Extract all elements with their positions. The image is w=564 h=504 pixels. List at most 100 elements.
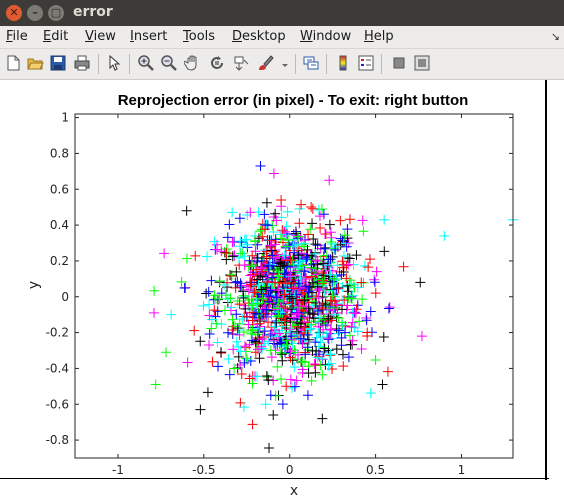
data-point: [227, 325, 238, 336]
data-point: [299, 322, 310, 333]
data-point: [325, 227, 336, 238]
data-cursor-icon[interactable]: [232, 54, 250, 72]
close-window-button[interactable]: ✕: [6, 5, 22, 21]
data-point: [195, 336, 206, 347]
data-point: [315, 222, 326, 233]
menu-insert[interactable]: Insert: [130, 29, 168, 44]
data-point: [243, 295, 254, 306]
data-point: [310, 248, 321, 259]
link-icon[interactable]: [302, 54, 320, 72]
data-point: [256, 284, 267, 295]
scatter-plot[interactable]: Reprojection error (in pixel) - To exit:…: [0, 80, 564, 500]
data-point: [351, 250, 362, 261]
data-point: [213, 361, 224, 372]
legend-icon[interactable]: [357, 54, 375, 72]
save-icon[interactable]: [49, 54, 67, 72]
y-tick-label: 0.6: [50, 182, 69, 196]
data-point: [323, 334, 334, 345]
data-point: [257, 293, 268, 304]
data-point: [198, 300, 209, 311]
data-point: [308, 313, 319, 324]
open-file-icon[interactable]: [26, 54, 44, 72]
menu-file[interactable]: File: [6, 29, 28, 44]
data-point: [254, 353, 265, 364]
menu-desktop[interactable]: Desktop: [232, 29, 286, 44]
y-tick-label: 0.4: [50, 218, 69, 232]
data-point: [261, 219, 272, 230]
zoom-in-icon[interactable]: [137, 54, 155, 72]
x-tick-label: 1: [458, 463, 466, 477]
data-point: [307, 277, 318, 288]
dock-arrow-icon[interactable]: ↘: [550, 30, 560, 43]
x-tick-label: -0.5: [192, 463, 215, 477]
toolbar-separator: [326, 54, 327, 74]
data-point: [294, 334, 305, 345]
data-point: [263, 317, 274, 328]
data-point: [270, 234, 281, 245]
rotate-icon[interactable]: [208, 54, 226, 72]
y-tick-label: 1: [61, 111, 69, 125]
data-point: [318, 342, 329, 353]
minimize-window-button[interactable]: –: [27, 5, 43, 21]
data-point: [317, 413, 328, 424]
data-point: [291, 308, 302, 319]
menu-tools[interactable]: Tools: [183, 29, 216, 44]
zoom-out-icon[interactable]: [160, 54, 178, 72]
data-point: [354, 316, 365, 327]
data-point: [288, 283, 299, 294]
data-point: [276, 337, 287, 348]
data-point: [189, 325, 200, 336]
data-point: [317, 204, 328, 215]
menu-view[interactable]: View: [85, 29, 116, 44]
data-point: [263, 290, 274, 301]
data-point: [252, 344, 263, 355]
data-point: [363, 262, 374, 273]
data-point: [288, 234, 299, 245]
plot-title: Reprojection error (in pixel) - To exit:…: [118, 92, 469, 109]
colorbar-icon[interactable]: [334, 54, 352, 72]
pan-icon[interactable]: [184, 54, 202, 72]
data-point: [215, 347, 226, 358]
data-point: [260, 399, 271, 410]
maximize-window-button[interactable]: ▢: [48, 5, 64, 21]
hide-tools-icon[interactable]: [390, 54, 408, 72]
data-point: [273, 285, 284, 296]
data-point: [272, 361, 283, 372]
toolbar-separator: [98, 54, 99, 74]
menu-edit[interactable]: Edit: [43, 29, 69, 44]
data-point: [439, 230, 450, 241]
data-point: [383, 303, 394, 314]
data-point: [262, 220, 273, 231]
data-point: [302, 390, 313, 401]
figure-canvas[interactable]: Reprojection error (in pixel) - To exit:…: [0, 80, 564, 500]
data-point: [284, 291, 295, 302]
data-point: [291, 375, 302, 386]
new-figure-icon[interactable]: [4, 54, 22, 72]
brush-icon[interactable]: [256, 54, 274, 72]
print-icon[interactable]: [73, 54, 91, 72]
show-tools-icon[interactable]: [413, 54, 431, 72]
data-point: [356, 343, 367, 354]
window-titlebar: ✕ – ▢ error: [0, 0, 564, 26]
data-point: [318, 270, 329, 281]
data-point: [227, 207, 238, 218]
data-point: [204, 340, 215, 351]
data-point: [251, 264, 262, 275]
data-point: [242, 311, 253, 322]
brush-dropdown-icon[interactable]: [276, 54, 288, 72]
data-point: [276, 301, 287, 312]
pointer-icon[interactable]: [105, 54, 123, 72]
menu-window[interactable]: Window: [300, 29, 352, 44]
data-point: [245, 279, 256, 290]
data-point: [339, 230, 350, 241]
data-point: [327, 251, 338, 262]
data-point: [316, 353, 327, 364]
data-point: [259, 209, 270, 220]
data-point: [341, 241, 352, 252]
data-point: [398, 261, 409, 272]
menu-help[interactable]: Help: [364, 29, 394, 44]
data-point: [233, 341, 244, 352]
data-point: [303, 334, 314, 345]
data-point: [279, 315, 290, 326]
data-point: [251, 297, 262, 308]
